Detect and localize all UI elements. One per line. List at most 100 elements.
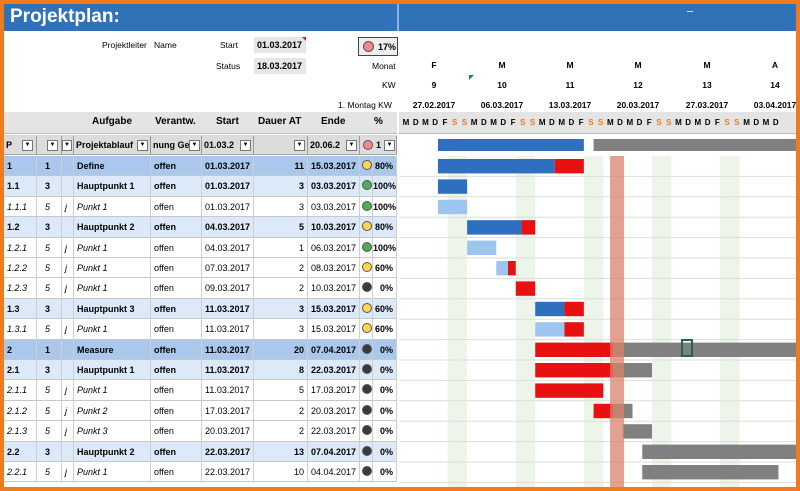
task-responsible[interactable]: offen	[151, 360, 202, 380]
chevron-down-icon[interactable]: ▼	[240, 140, 251, 151]
task-end[interactable]: 22.03.2017	[308, 360, 360, 380]
task-name[interactable]: Punkt 2	[74, 400, 151, 421]
task-duration[interactable]: 5	[254, 380, 308, 400]
task-start[interactable]: 04.03.2017	[202, 217, 254, 237]
task-responsible[interactable]: offen	[151, 339, 202, 359]
task-responsible[interactable]: offen	[151, 237, 202, 257]
task-level[interactable]: 3	[37, 360, 62, 380]
task-level[interactable]: 3	[37, 217, 62, 237]
task-duration[interactable]: 3	[254, 298, 308, 319]
task-start[interactable]: 01.03.2017	[202, 176, 254, 196]
task-percent[interactable]: 100%	[373, 176, 397, 196]
filter-cell-j[interactable]: ▼	[62, 136, 74, 154]
task-responsible[interactable]: offen	[151, 298, 202, 319]
table-row[interactable]: 1.1.1 5 j Punkt 1 offen 01.03.2017 3 03.03.2017…	[4, 196, 397, 218]
chevron-down-icon[interactable]: ▼	[62, 140, 72, 151]
task-name[interactable]: Hauptpunkt 2	[74, 441, 151, 461]
leader-value[interactable]: Name	[154, 40, 177, 50]
task-level[interactable]: 5	[37, 278, 62, 298]
task-responsible[interactable]: offen	[151, 278, 202, 298]
filter-cell-task[interactable]: Projektablauf ▼	[74, 136, 151, 154]
task-level[interactable]: 3	[37, 441, 62, 461]
chevron-down-icon[interactable]: ▼	[137, 140, 148, 151]
task-level[interactable]: 5	[37, 400, 62, 421]
task-percent[interactable]: 0%	[373, 441, 397, 461]
task-responsible[interactable]: offen	[151, 380, 202, 400]
task-duration[interactable]: 5	[254, 217, 308, 237]
task-name[interactable]: Punkt 1	[74, 380, 151, 400]
task-flag[interactable]: j	[62, 380, 74, 400]
status-date-cell[interactable]: 18.03.2017	[254, 58, 306, 74]
task-start[interactable]: 17.03.2017	[202, 400, 254, 421]
task-id[interactable]: 1.2	[4, 217, 37, 237]
task-responsible[interactable]: offen	[151, 421, 202, 441]
task-duration[interactable]: 20	[254, 339, 308, 359]
selected-cell[interactable]	[681, 339, 693, 357]
task-id[interactable]: 2.2.1	[4, 462, 37, 482]
table-row[interactable]: 2 1 Measure offen 11.03.2017 20 07.04.2017 0%	[4, 339, 397, 360]
task-id[interactable]: 1.2.1	[4, 237, 37, 257]
table-row[interactable]: 1.2.3 5 j Punkt 1 offen 09.03.2017 2 10.03.2017…	[4, 278, 397, 299]
table-row[interactable]: 1 1 Define offen 01.03.2017 11 15.03.2017 80%	[4, 156, 397, 177]
chevron-down-icon[interactable]: ▼	[346, 140, 357, 151]
task-flag[interactable]: j	[62, 421, 74, 441]
task-duration[interactable]: 2	[254, 258, 308, 278]
task-level[interactable]: 3	[37, 298, 62, 319]
table-row[interactable]: 2.1.1 5 j Punkt 1 offen 11.03.2017 5 17.03.2017…	[4, 380, 397, 401]
task-id[interactable]: 2	[4, 339, 37, 359]
task-name[interactable]: Define	[74, 156, 151, 176]
task-start[interactable]: 22.03.2017	[202, 462, 254, 482]
task-end[interactable]: 15.03.2017	[308, 319, 360, 339]
task-name[interactable]: Measure	[74, 339, 151, 359]
chevron-down-icon[interactable]: ▼	[294, 140, 305, 151]
task-name[interactable]: Hauptpunkt 2	[74, 217, 151, 237]
task-responsible[interactable]: offen	[151, 176, 202, 196]
task-duration[interactable]: 11	[254, 156, 308, 176]
task-name[interactable]: Punkt 1	[74, 319, 151, 339]
task-duration[interactable]: 13	[254, 441, 308, 461]
task-name[interactable]: Punkt 3	[74, 421, 151, 441]
task-start[interactable]: 11.03.2017	[202, 380, 254, 400]
task-id[interactable]: 2.2	[4, 441, 37, 461]
task-level[interactable]: 5	[37, 258, 62, 278]
chevron-down-icon[interactable]: ▼	[22, 140, 33, 151]
task-responsible[interactable]: offen	[151, 217, 202, 237]
task-flag[interactable]	[62, 156, 74, 176]
table-row[interactable]: 1.3 3 Hauptpunkt 3 offen 11.03.2017 3 15.03.20…	[4, 298, 397, 320]
task-percent[interactable]: 0%	[373, 380, 397, 400]
task-flag[interactable]: j	[62, 319, 74, 339]
task-percent[interactable]: 80%	[373, 156, 397, 176]
task-name[interactable]: Punkt 1	[74, 278, 151, 298]
task-flag[interactable]: j	[62, 258, 74, 278]
task-id[interactable]: 1.1.1	[4, 196, 37, 217]
task-start[interactable]: 11.03.2017	[202, 339, 254, 359]
task-flag[interactable]: j	[62, 196, 74, 217]
task-end[interactable]: 07.04.2017	[308, 441, 360, 461]
task-name[interactable]: Punkt 1	[74, 196, 151, 217]
task-name[interactable]: Punkt 1	[74, 462, 151, 482]
task-responsible[interactable]: offen	[151, 258, 202, 278]
task-start[interactable]: 11.03.2017	[202, 298, 254, 319]
task-duration[interactable]: 2	[254, 400, 308, 421]
task-duration[interactable]: 8	[254, 360, 308, 380]
task-id[interactable]: 1.1	[4, 176, 37, 196]
filter-cell-dur[interactable]: ▼	[254, 136, 308, 154]
task-duration[interactable]: 2	[254, 421, 308, 441]
task-percent[interactable]: 0%	[373, 278, 397, 298]
task-end[interactable]: 15.03.2017	[308, 156, 360, 176]
task-end[interactable]: 04.04.2017	[308, 462, 360, 482]
start-date-cell[interactable]: 01.03.2017	[254, 37, 306, 53]
task-flag[interactable]	[62, 339, 74, 359]
task-percent[interactable]: 80%	[373, 217, 397, 237]
task-start[interactable]: 01.03.2017	[202, 156, 254, 176]
task-end[interactable]: 03.03.2017	[308, 176, 360, 196]
task-start[interactable]: 11.03.2017	[202, 360, 254, 380]
filter-cell-num[interactable]: ▼	[37, 136, 62, 154]
task-id[interactable]: 1.2.2	[4, 258, 37, 278]
task-end[interactable]: 20.03.2017	[308, 400, 360, 421]
task-responsible[interactable]: offen	[151, 462, 202, 482]
table-row[interactable]: 2.2.1 5 j Punkt 1 offen 22.03.2017 10 04.04.201…	[4, 462, 397, 483]
task-level[interactable]: 3	[37, 176, 62, 196]
task-level[interactable]: 5	[37, 319, 62, 339]
task-percent[interactable]: 0%	[373, 360, 397, 380]
